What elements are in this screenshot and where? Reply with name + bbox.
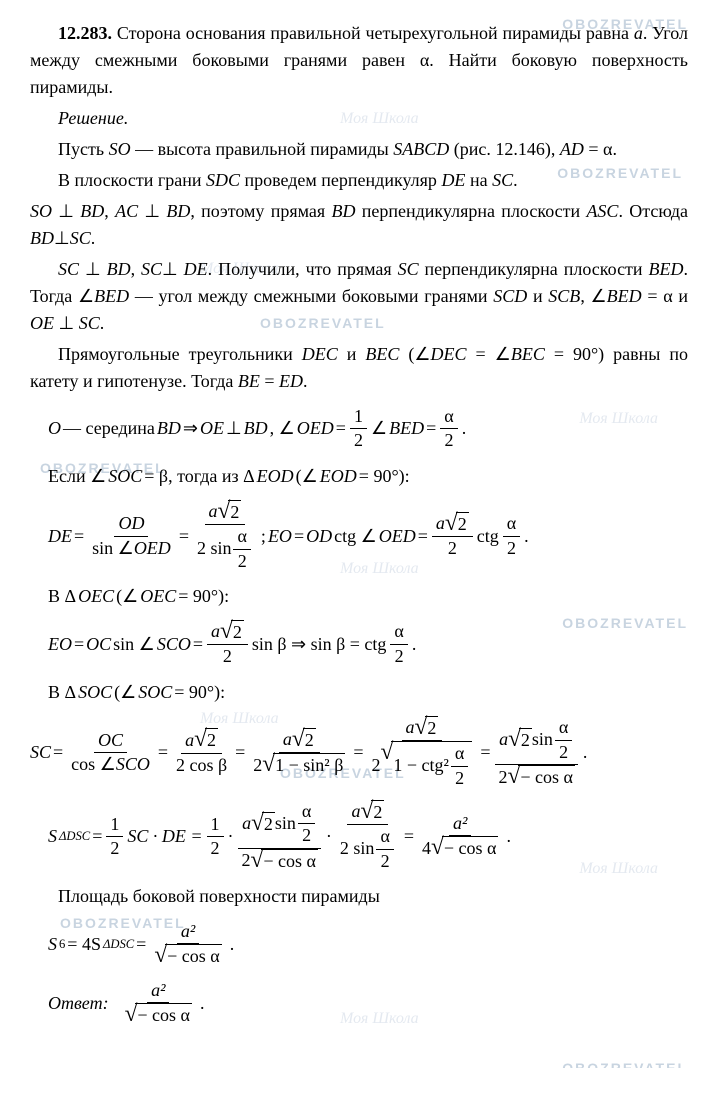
fraction-area-2: a√2 2 sin α 2 bbox=[336, 800, 400, 873]
fraction-asqrt2-2: a√2 2 bbox=[207, 620, 248, 669]
fraction-half: 1 2 bbox=[350, 405, 367, 453]
equation-total-area: S6 = 4SΔDSC = a² √− cos α . bbox=[48, 920, 688, 969]
answer-line: Ответ: a² √− cos α . bbox=[48, 979, 688, 1028]
fraction-de-1: OD sin ∠OED bbox=[88, 512, 175, 560]
fraction-total: a² √− cos α bbox=[150, 920, 225, 969]
equation-sc: SC = OC cos ∠SCO = a√2 2 cos β = a√2 2√1… bbox=[30, 716, 688, 790]
fraction-alpha-half: α 2 bbox=[440, 405, 457, 453]
fraction-de-2: a√2 2 sin α 2 bbox=[193, 500, 257, 573]
equation-de: DE = OD sin ∠OED = a√2 2 sin α 2 ; EO = … bbox=[48, 500, 688, 573]
fraction-half: 1 2 bbox=[207, 813, 224, 861]
problem-number: 12.283. bbox=[58, 23, 112, 43]
fraction-area-1: a√2 sin α 2 2√− cos α bbox=[238, 800, 322, 873]
fraction-sc-2: a√2 2 cos β bbox=[172, 728, 231, 777]
paragraph-4: SC ⊥ BD, SC⊥ DE. Получили, что прямая SC… bbox=[30, 256, 688, 337]
fraction-alpha-half: α 2 bbox=[390, 620, 407, 668]
equation-beta-intro: Если ∠ SOC = β, тогда из Δ EOD (∠ EOD = … bbox=[48, 463, 688, 490]
fraction-half: 1 2 bbox=[106, 813, 123, 861]
equation-area-dsc: SΔDSC = 1 2 SC · DE = 1 2 · a√2 sin α 2 … bbox=[48, 800, 688, 873]
answer-label: Ответ: bbox=[48, 990, 109, 1017]
equation-midpoint: O — середина BD ⇒ OE ⊥ BD , ∠ OED = 1 2 … bbox=[48, 405, 688, 453]
problem-statement: 12.283. Сторона основания правильной чет… bbox=[30, 20, 688, 101]
fraction-area-3: a² 4√− cos α bbox=[418, 812, 502, 861]
fraction-answer: a² √− cos α bbox=[121, 979, 196, 1028]
fraction-sc-1: OC cos ∠SCO bbox=[67, 729, 154, 777]
lateral-area-text: Площадь боковой поверхности пирамиды bbox=[30, 883, 688, 910]
paragraph-3: SO ⊥ BD, AC ⊥ BD, поэтому прямая BD перп… bbox=[30, 198, 688, 252]
paragraph-1: Пусть SO — высота правильной пирамиды SA… bbox=[30, 136, 688, 163]
fraction-sc-5: a√2 sin α 2 2√− cos α bbox=[495, 716, 579, 789]
equation-oec-intro: В Δ OEC (∠ OEC = 90°): bbox=[48, 583, 688, 610]
fraction-sc-3: a√2 2√1 − sin² β bbox=[249, 728, 349, 778]
equation-eo-sco: EO = OC sin ∠ SCO = a√2 2 sin β ⇒ sin β … bbox=[48, 620, 688, 669]
fraction-sc-4: a√2 2√1 − ctg² α 2 bbox=[368, 716, 477, 790]
paragraph-2: В плоскости грани SDC проведем перпендик… bbox=[30, 167, 688, 194]
fraction-eo: a√2 2 bbox=[432, 512, 473, 561]
page-content: 12.283. Сторона основания правильной чет… bbox=[0, 0, 718, 1068]
solution-label: Решение. bbox=[30, 105, 688, 132]
paragraph-5: Прямоугольные треугольники DEC и BEC (∠D… bbox=[30, 341, 688, 395]
fraction-alpha-half: α 2 bbox=[503, 512, 520, 560]
equation-soc-intro: В Δ SOC (∠ SOC = 90°): bbox=[48, 679, 688, 706]
